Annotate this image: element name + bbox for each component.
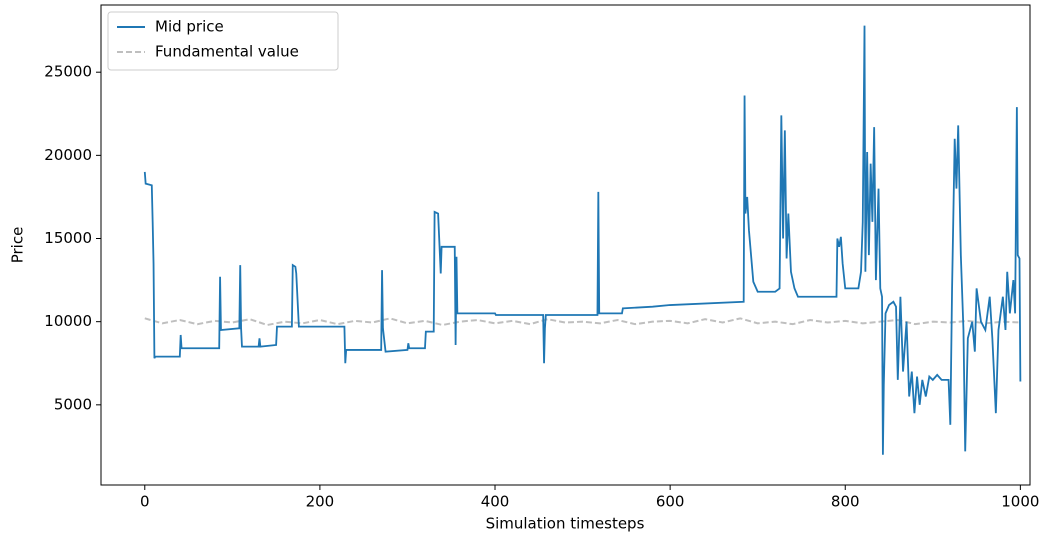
y-axis-label: Price xyxy=(9,227,27,264)
series-line xyxy=(143,25,1022,455)
x-tick-label: 200 xyxy=(306,493,335,511)
x-tick-label: 0 xyxy=(140,493,150,511)
x-axis-label: Simulation timesteps xyxy=(486,515,645,533)
x-tick-label: 600 xyxy=(656,493,685,511)
legend-box xyxy=(107,11,339,71)
y-tick-label: 25000 xyxy=(44,63,92,81)
legend-label: Fundamental value xyxy=(155,43,299,61)
x-tick-label: 800 xyxy=(831,493,860,511)
x-tick-label: 1000 xyxy=(1001,493,1039,511)
x-tick-label: 400 xyxy=(481,493,510,511)
series-line xyxy=(144,317,1021,327)
plot-frame xyxy=(100,4,1031,486)
legend-label: Mid price xyxy=(155,18,224,36)
y-tick-label: 10000 xyxy=(44,312,92,330)
y-tick-label: 5000 xyxy=(54,395,92,413)
y-tick-label: 20000 xyxy=(44,146,92,164)
y-tick-label: 15000 xyxy=(44,229,92,247)
